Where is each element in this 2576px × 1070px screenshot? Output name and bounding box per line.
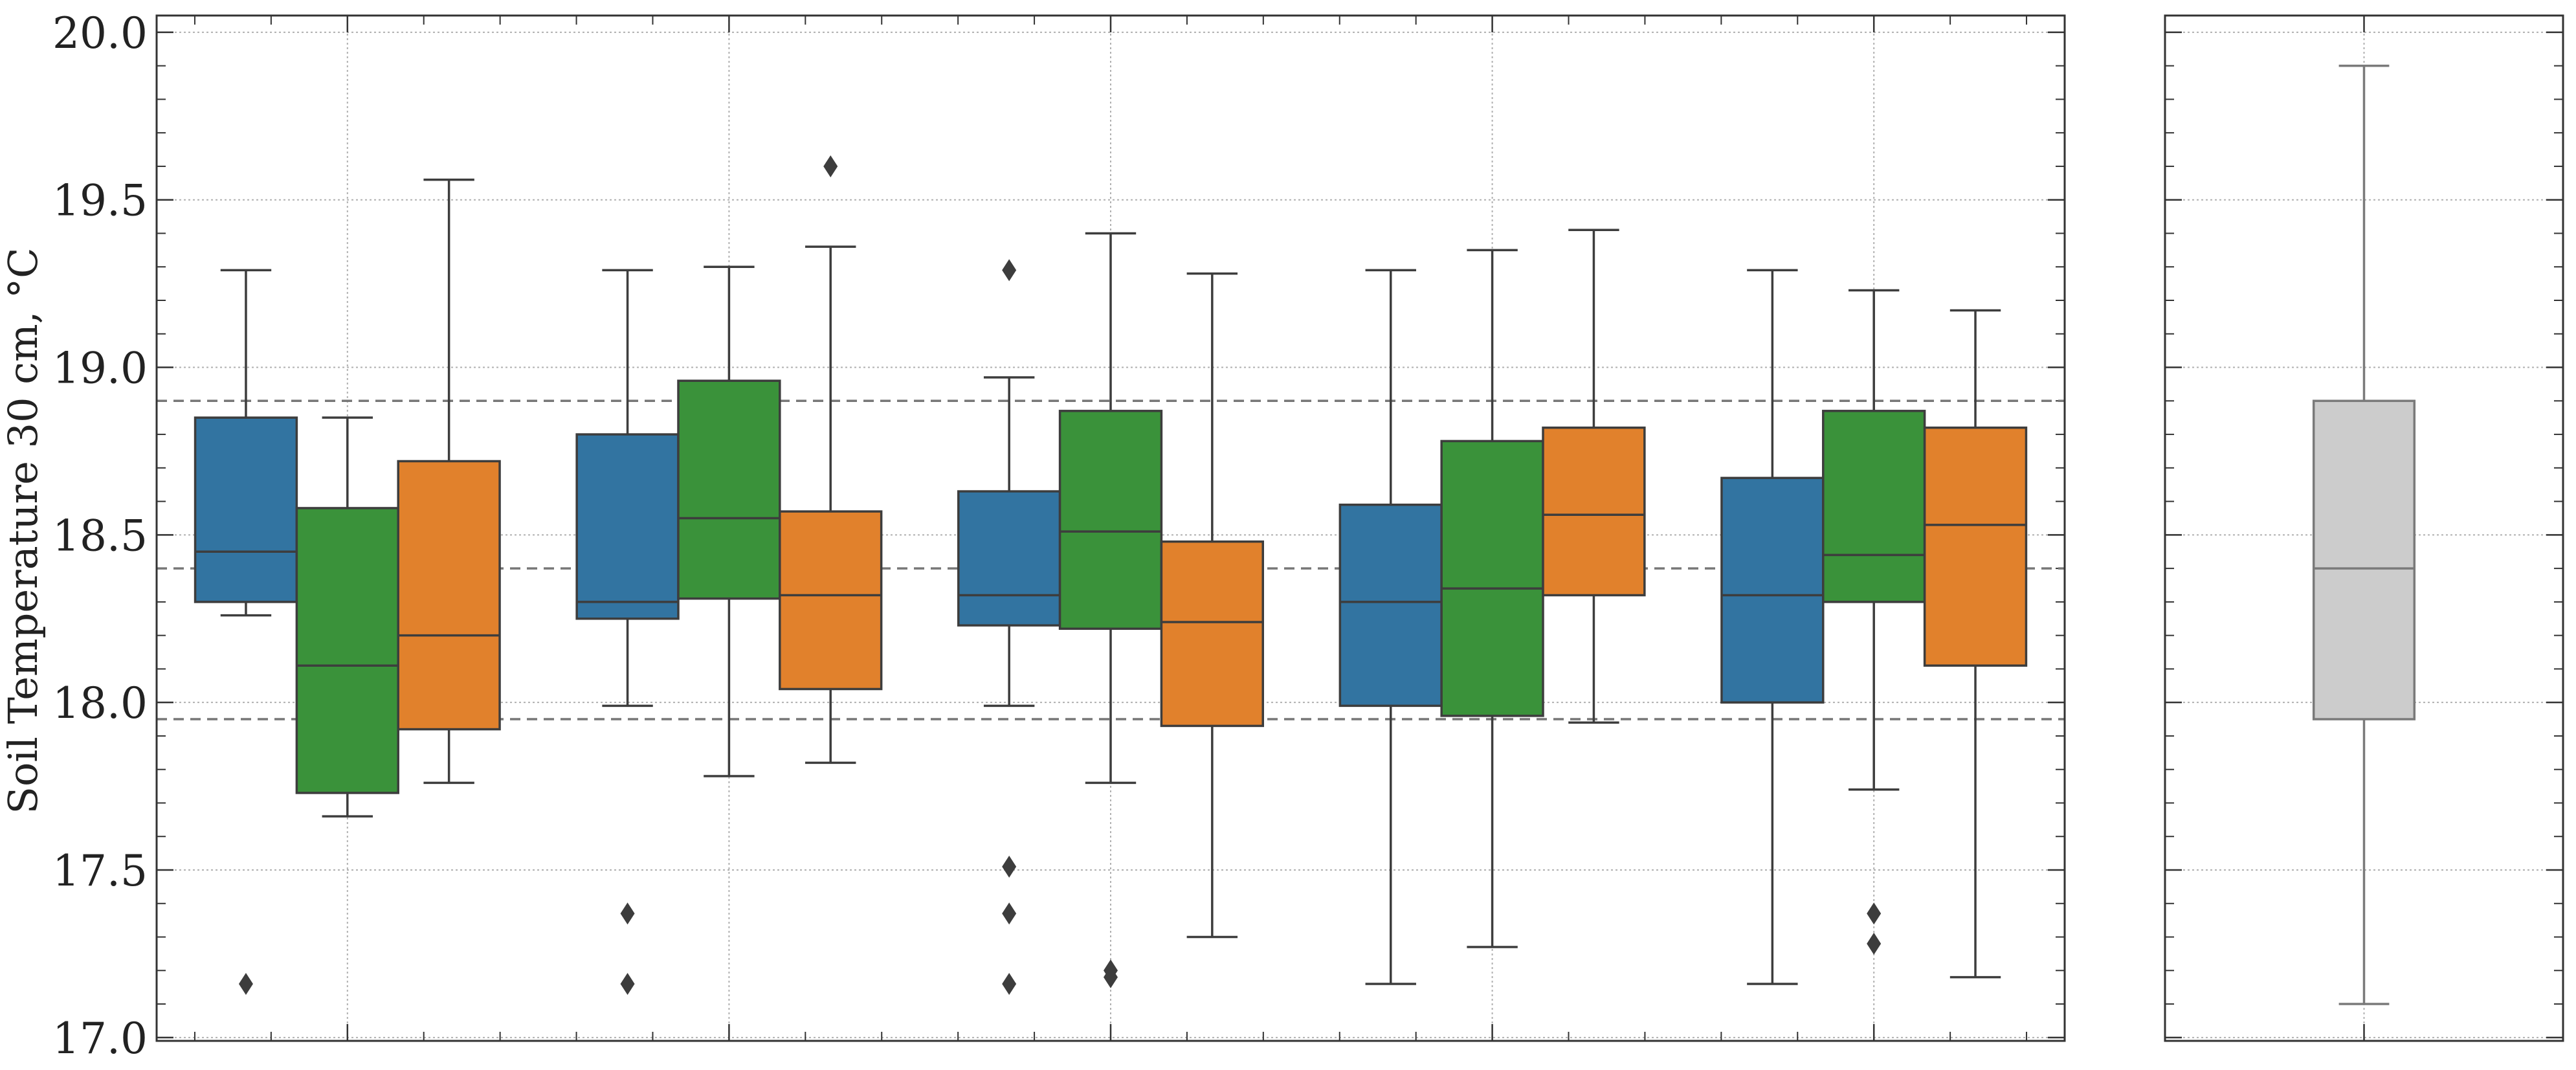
box-iqr (677, 379, 781, 600)
box-iqr (397, 460, 501, 731)
y-tick-label: 17.5 (52, 846, 148, 896)
main-plot-frame (155, 14, 2066, 1042)
box-series-1 (957, 259, 1061, 995)
box-iqr (295, 507, 399, 794)
box-iqr (1720, 476, 1825, 704)
overall-box (2312, 64, 2416, 1005)
outlier-point (238, 973, 253, 995)
box-group (1338, 228, 1646, 985)
side-plot-frame (2164, 14, 2564, 1042)
box-iqr (1542, 426, 1646, 597)
outlier-point (1002, 259, 1017, 282)
outlier-point (1002, 973, 1017, 995)
box-series-3 (1923, 309, 2028, 979)
box-group (1720, 269, 2028, 985)
box-iqr (1822, 410, 1926, 603)
outlier-point (823, 155, 838, 177)
outlier-point (1867, 902, 1882, 925)
box-series-3 (1160, 272, 1265, 939)
box-group (194, 178, 501, 995)
outlier-point (1002, 902, 1017, 925)
outlier-point (620, 973, 635, 995)
outlier-point (620, 902, 635, 925)
box-series-1 (575, 269, 680, 995)
box-iqr (957, 490, 1061, 627)
box-iqr (194, 416, 298, 603)
y-tick-label: 18.0 (52, 678, 148, 728)
box-series-1 (1338, 269, 1443, 985)
y-tick-label: 18.5 (52, 511, 148, 561)
outlier-point (1867, 932, 1882, 955)
box-series-2 (1058, 232, 1163, 988)
y-tick-label: 19.5 (52, 176, 148, 226)
box-series-3 (779, 155, 883, 764)
box-series-3 (397, 178, 501, 785)
y-tick-label: 20.0 (52, 8, 148, 58)
y-tick-label: 17.0 (52, 1014, 148, 1064)
box-iqr (1923, 426, 2028, 667)
box-iqr (1440, 440, 1544, 717)
box-iqr (779, 510, 883, 691)
box-group (575, 155, 883, 995)
outlier-point (1104, 966, 1118, 988)
box-series-2 (1822, 289, 1926, 955)
main-plot-area: 17.0 17.5 18.0 18.5 19.0 19.5 20.0 (52, 8, 2066, 1064)
box-iqr (575, 433, 680, 620)
box-series-2 (1440, 249, 1544, 948)
box-series-3 (1542, 228, 1646, 724)
box-series-2 (677, 265, 781, 777)
outlier-point (1002, 855, 1017, 878)
y-axis-label: Soil Temperature 30 cm, °C (0, 247, 47, 814)
box-iqr (1338, 504, 1443, 708)
box-iqr (1160, 540, 1265, 728)
box-iqr (1058, 410, 1163, 630)
box-series-1 (194, 269, 298, 995)
overall-plot-area (2164, 14, 2564, 1042)
y-tick-label: 19.0 (52, 344, 148, 394)
box-iqr (2312, 399, 2416, 720)
box-group (957, 232, 1265, 995)
